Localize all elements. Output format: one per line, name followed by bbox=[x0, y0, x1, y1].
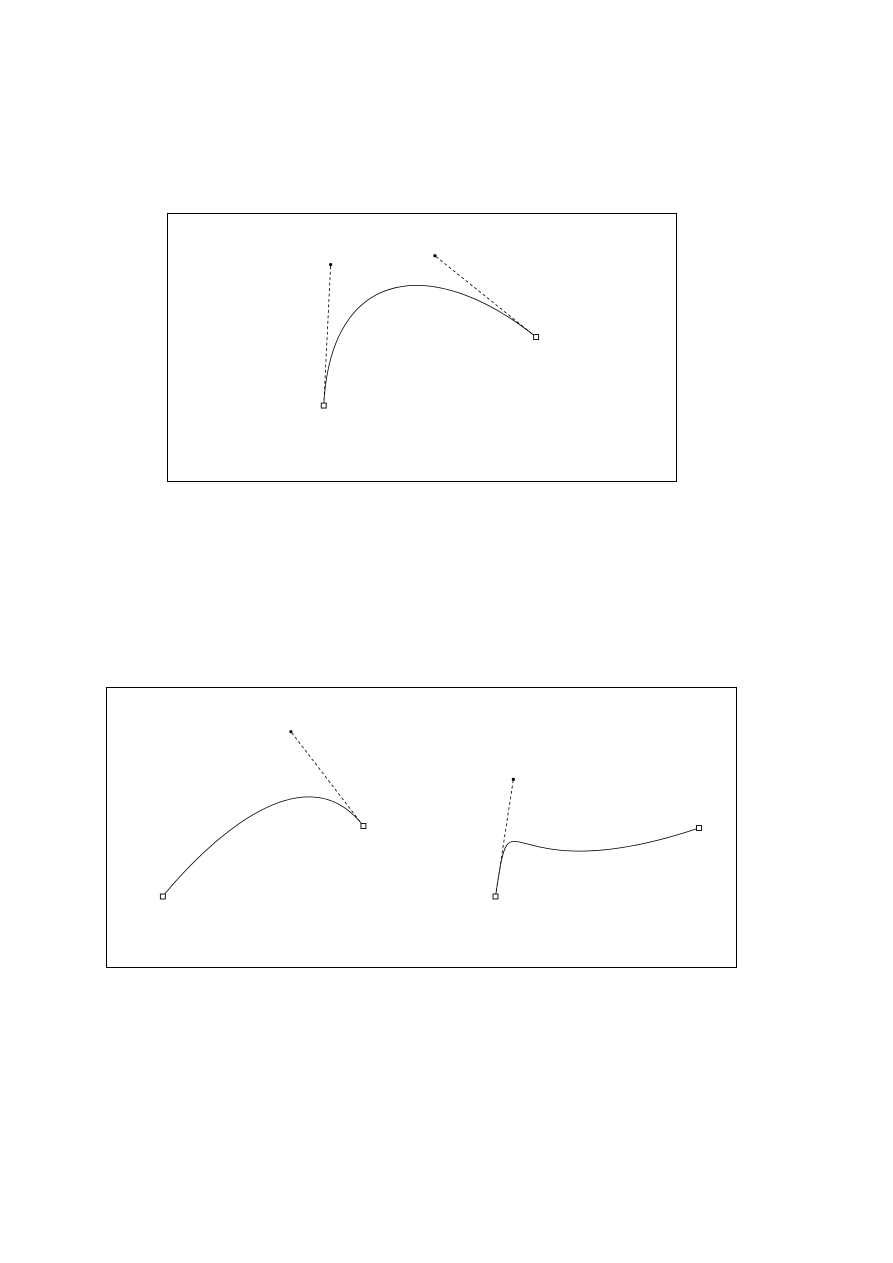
anchor-point bbox=[320, 402, 327, 409]
bezier-diagram-1 bbox=[320, 254, 540, 409]
control-handle-line bbox=[323, 264, 332, 406]
bezier-diagram-2 bbox=[159, 730, 702, 900]
anchor-point bbox=[159, 893, 166, 900]
control-handle-line bbox=[495, 779, 514, 897]
bezier-curve-group-left bbox=[159, 730, 367, 900]
control-point bbox=[433, 254, 437, 258]
bezier-curve bbox=[162, 796, 364, 897]
bezier-figure-single bbox=[167, 213, 677, 482]
anchor-point bbox=[492, 893, 499, 900]
anchor-point bbox=[360, 823, 367, 829]
bezier-figure-pair bbox=[106, 687, 737, 968]
control-point bbox=[511, 777, 515, 781]
bezier-curve bbox=[323, 285, 537, 406]
bezier-curve-group-right bbox=[492, 777, 702, 900]
bezier-curve-group bbox=[320, 254, 540, 409]
control-handle-line bbox=[434, 255, 537, 338]
control-handle-line bbox=[290, 731, 364, 827]
bezier-curve bbox=[495, 827, 700, 897]
anchor-point bbox=[696, 825, 702, 831]
anchor-point bbox=[533, 334, 540, 341]
control-point bbox=[289, 730, 293, 734]
control-point bbox=[329, 263, 333, 267]
